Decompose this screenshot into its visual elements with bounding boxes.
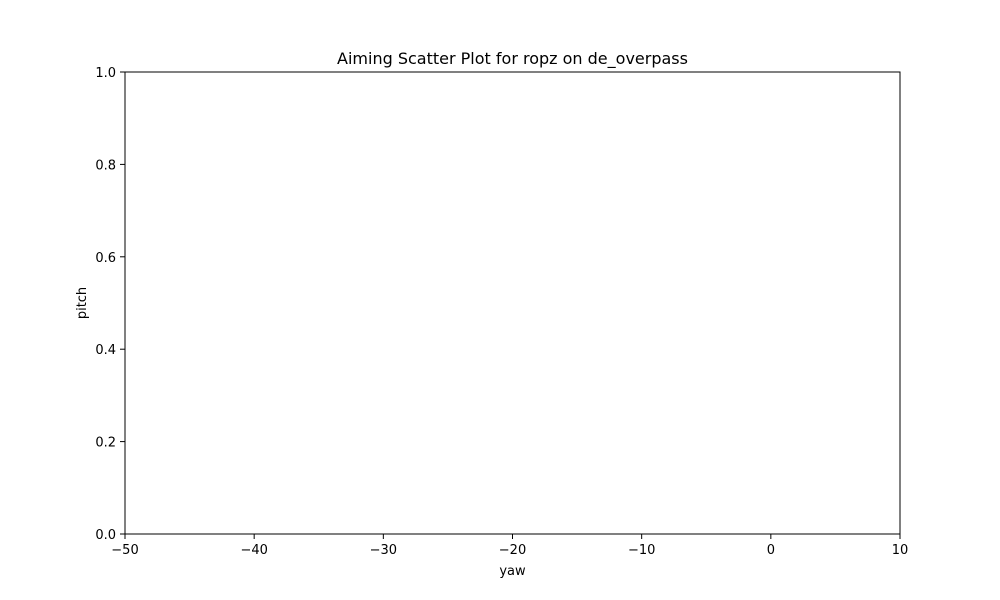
y-tick-label: 0.0 [95,528,116,543]
x-tick-label: 10 [892,543,909,558]
y-axis-label: pitch [75,287,90,319]
x-tick-label: 0 [767,543,775,558]
x-tick-label: −20 [499,543,526,558]
chart-title: Aiming Scatter Plot for ropz on de_overp… [337,49,688,69]
y-tick-label: 0.6 [95,251,116,266]
x-tick-label: −30 [370,543,397,558]
y-tick-label: 0.2 [95,436,116,451]
y-tick-label: 0.4 [95,343,116,358]
x-axis-ticks: −50 −40 −30 −20 −10 0 10 [111,534,908,558]
y-tick-label: 0.8 [95,158,116,173]
x-tick-label: −10 [628,543,655,558]
y-tick-label: 1.0 [95,66,116,81]
x-tick-label: −40 [240,543,267,558]
x-tick-label: −50 [111,543,138,558]
plot-area-frame [124,71,901,535]
x-axis-label: yaw [499,564,526,579]
y-axis-ticks: 0.0 0.2 0.4 0.6 0.8 1.0 [95,66,125,543]
